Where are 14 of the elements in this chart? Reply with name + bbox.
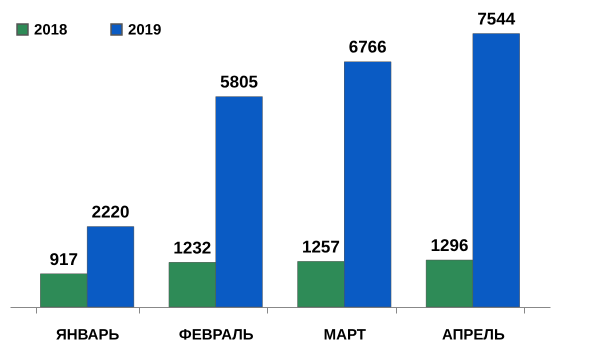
data-label: 917 xyxy=(50,250,78,269)
data-label: 1232 xyxy=(173,238,212,258)
data-label: 7544 xyxy=(477,10,516,29)
data-label: 6766 xyxy=(348,38,387,57)
data-label: 2220 xyxy=(92,202,130,222)
data-label: 1257 xyxy=(302,237,340,256)
legend-label: 2019 xyxy=(128,22,162,39)
data-label: 5805 xyxy=(220,72,258,92)
x-tick-label: ФЕВРАЛЬ xyxy=(178,326,254,344)
x-tick-label: МАРТ xyxy=(324,326,366,344)
legend-label: 2018 xyxy=(34,22,68,39)
x-tick-label: ЯНВАРЬ xyxy=(56,326,120,344)
data-label: 1296 xyxy=(430,236,468,256)
x-tick-label: АПРЕЛЬ xyxy=(442,326,505,344)
